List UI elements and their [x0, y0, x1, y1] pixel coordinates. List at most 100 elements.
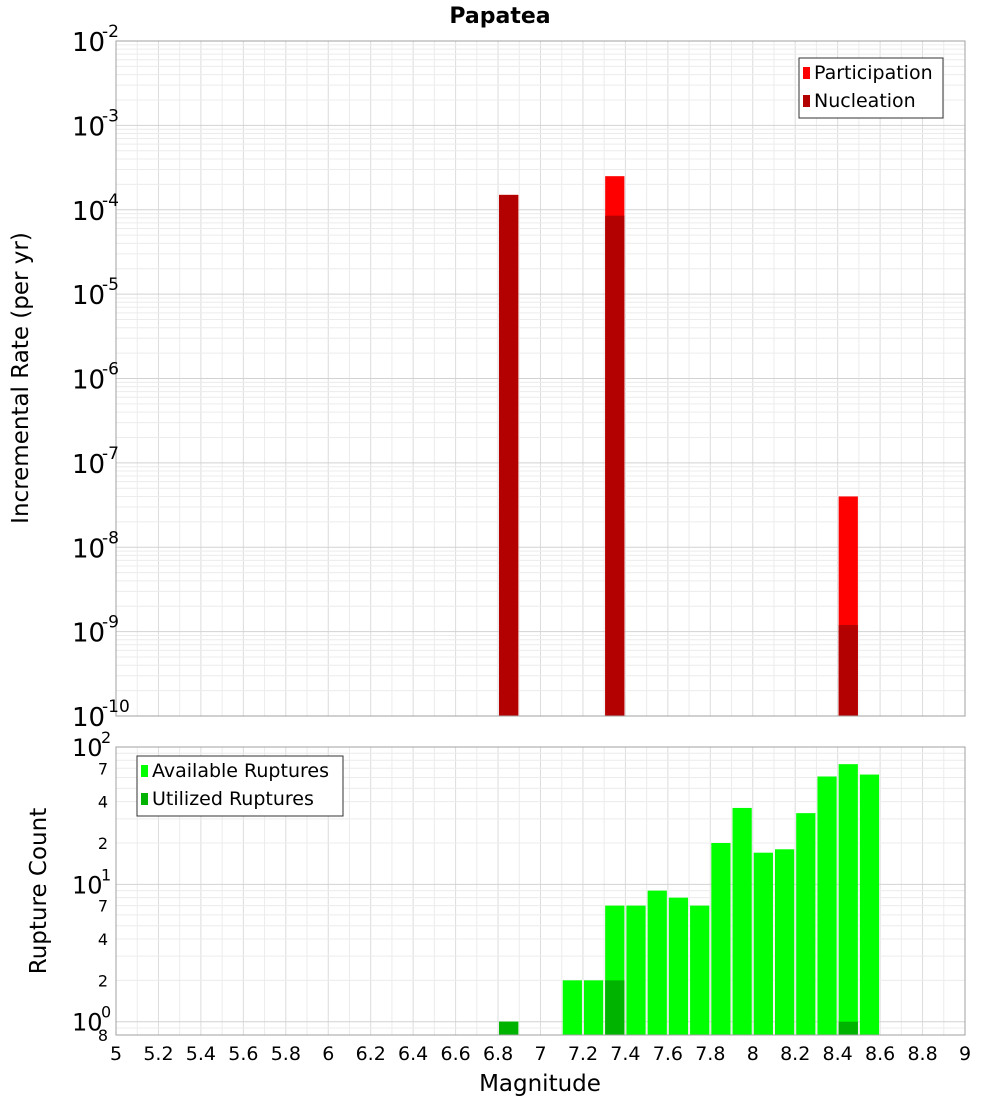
bottom-bar: [605, 980, 625, 1035]
top-legend-swatch: [803, 95, 810, 107]
bottom-bar: [711, 843, 731, 1035]
top-y-tick-exponent: -2: [102, 22, 119, 42]
bottom-legend-swatch: [141, 765, 148, 777]
top-y-tick-exponent: -8: [102, 528, 119, 548]
x-axis-label: Magnitude: [479, 1071, 601, 1097]
bottom-bar: [732, 807, 752, 1035]
bottom-bar: [859, 774, 880, 1035]
x-tick-label: 7.2: [568, 1043, 598, 1065]
x-tick-label: 5.4: [186, 1043, 216, 1065]
x-tick-label: 8.8: [907, 1043, 937, 1065]
top-y-ticks: 10-210-310-410-510-610-710-810-910-10: [72, 22, 130, 733]
top-legend-swatch: [803, 67, 810, 79]
bottom-y-tick-label: 10: [72, 871, 103, 899]
x-tick-label: 5.2: [143, 1043, 173, 1065]
x-tick-label: 5: [110, 1043, 122, 1065]
bottom-y-axis-label: Rupture Count: [26, 808, 52, 974]
x-ticks: 5 5.2 5.4 5.6 5.8 6 6.2 6.4 6.6 6.8 7 7.2 7.4 7.6 7.8 8…: [110, 1043, 971, 1065]
bottom-bar: [668, 897, 689, 1035]
top-y-tick-label: 10: [72, 450, 105, 480]
x-tick-label: 8.6: [865, 1043, 895, 1065]
bottom-y-tick-label: 7: [98, 897, 108, 916]
bottom-legend: Available Ruptures Utilized Ruptures: [136, 755, 344, 817]
x-tick-label: 9: [959, 1043, 971, 1065]
x-tick-label: 7.8: [695, 1043, 725, 1065]
x-tick-label: 8: [747, 1043, 759, 1065]
top-grid: [115, 40, 966, 717]
bottom-series-2: [499, 980, 858, 1035]
top-bar: [838, 624, 858, 716]
bottom-plot-frame: [115, 746, 966, 1036]
bottom-legend-label: Available Ruptures: [152, 760, 329, 782]
bottom-bar: [690, 905, 710, 1035]
top-legend-label: Nucleation: [814, 90, 916, 112]
bottom-bar: [562, 980, 582, 1035]
bottom-bar: [647, 890, 667, 1035]
bottom-bar: [838, 1021, 858, 1035]
x-tick-label: 5.6: [228, 1043, 258, 1065]
top-y-tick-label: 10: [72, 112, 105, 142]
bottom-y-tick-exponent: 0: [101, 1003, 111, 1022]
bottom-bar: [817, 776, 837, 1035]
bottom-bar: [838, 764, 858, 1035]
bottom-y-tick-label: 10: [72, 1009, 103, 1037]
bottom-bar: [626, 905, 646, 1035]
bottom-legend-swatch: [141, 793, 148, 805]
x-tick-label: 7: [534, 1043, 546, 1065]
top-plot: 10-210-310-410-510-610-710-810-910-10Par…: [72, 22, 966, 733]
top-y-tick-exponent: -4: [102, 191, 119, 211]
bottom-legend-box: [136, 755, 344, 817]
top-y-axis-label: Incremental Rate (per yr): [8, 232, 34, 524]
top-bar: [605, 215, 625, 717]
x-tick-label: 6.8: [483, 1043, 513, 1065]
top-y-tick-label: 10: [72, 28, 105, 58]
x-tick-label: 6.6: [440, 1043, 470, 1065]
top-y-tick-label: 10: [72, 197, 105, 227]
top-y-tick-label: 10: [72, 619, 105, 649]
bottom-bar: [583, 980, 604, 1035]
chart-title: Papatea: [449, 4, 550, 29]
bottom-y-tick-label: 2: [98, 834, 108, 853]
bottom-bar: [499, 1021, 519, 1035]
bottom-y-tick-exponent: 2: [101, 728, 111, 747]
x-tick-label: 7.4: [610, 1043, 640, 1065]
top-y-tick-exponent: -9: [102, 613, 119, 633]
top-y-tick-label: 10: [72, 366, 105, 396]
top-bar: [499, 194, 519, 716]
top-legend: Participation Nucleation: [798, 57, 944, 119]
top-legend-label: Participation: [814, 62, 933, 84]
bottom-y-tick-exponent: 1: [101, 865, 111, 884]
x-tick-label: 8.2: [780, 1043, 810, 1065]
top-series-2: [499, 194, 858, 717]
top-y-tick-label: 10: [72, 281, 105, 311]
x-tick-label: 6.4: [398, 1043, 428, 1065]
top-legend-box: [798, 57, 944, 119]
top-plot-frame: [115, 40, 966, 717]
top-y-tick-exponent: -5: [102, 275, 119, 295]
x-tick-label: 8.4: [823, 1043, 853, 1065]
top-y-tick-label: 10: [72, 534, 105, 564]
bottom-y-tick-label: 2: [98, 971, 108, 990]
bottom-y-tick-label: 4: [98, 793, 108, 812]
top-y-tick-exponent: -3: [102, 106, 119, 126]
top-y-tick-exponent: -10: [102, 697, 130, 717]
bottom-bar: [753, 852, 773, 1035]
top-y-tick-exponent: -7: [102, 444, 119, 464]
bottom-y-tick-label: 4: [98, 930, 108, 949]
bottom-legend-label: Utilized Ruptures: [152, 788, 314, 810]
x-tick-label: 7.6: [653, 1043, 683, 1065]
bottom-bar: [796, 813, 816, 1035]
top-y-tick-exponent: -6: [102, 360, 119, 380]
x-tick-label: 6: [322, 1043, 334, 1065]
bottom-y-tick-label: 8: [98, 1026, 108, 1045]
x-tick-label: 5.8: [271, 1043, 301, 1065]
x-tick-label: 6.2: [356, 1043, 386, 1065]
bottom-y-tick-label: 10: [72, 734, 103, 762]
bottom-y-tick-label: 7: [98, 759, 108, 778]
top-y-tick-label: 10: [72, 703, 105, 733]
bottom-bar: [774, 849, 795, 1035]
